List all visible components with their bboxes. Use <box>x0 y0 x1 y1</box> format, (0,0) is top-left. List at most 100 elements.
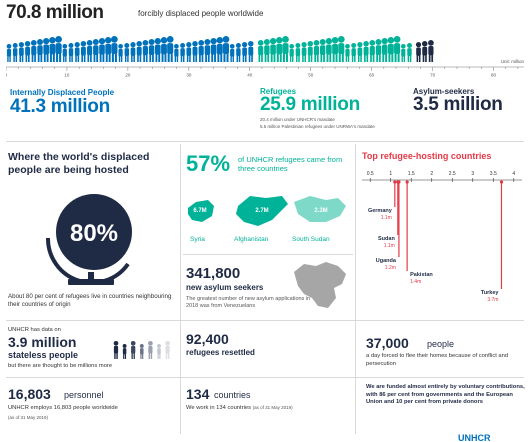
person-icon <box>192 41 198 62</box>
person-icon <box>235 43 241 62</box>
ruler-tick-label: 40 <box>247 73 253 78</box>
asylum-label: Asylum-seekers <box>413 87 475 96</box>
person-icon <box>289 44 295 62</box>
hosting-chart: 0.5 1 1.5 2 2.5 3 3.5 4Germany1.1mSudan1.1mUgan… <box>362 171 522 303</box>
person-icon <box>400 44 406 62</box>
person-icon <box>393 36 401 62</box>
stateless-person-icon <box>130 341 136 359</box>
person-icon <box>337 36 345 62</box>
person-icon <box>49 37 56 62</box>
countries-value: 134 <box>186 386 210 402</box>
person-icon <box>263 39 270 62</box>
chart-tick-label: 3.5 <box>490 171 497 177</box>
countries-description: We work in 134 countries (as of 31 May 2… <box>186 405 293 411</box>
person-icon <box>80 41 87 62</box>
chart-tick-label: 2.5 <box>449 171 456 177</box>
person-icon <box>111 36 118 62</box>
south-sudan-name: South Sudan <box>292 236 330 243</box>
personnel-value: 16,803 <box>8 386 51 402</box>
chart-category-label: Pakistan <box>410 272 433 278</box>
person-icon <box>37 39 43 62</box>
person-icon <box>98 38 106 62</box>
person-icon <box>166 36 174 62</box>
chart-tick-label: 1 <box>389 171 392 177</box>
afghanistan-map-icon <box>236 196 288 226</box>
stateless-person-icon <box>165 341 170 359</box>
person-icon <box>62 44 68 62</box>
south-sudan-map-icon <box>294 196 346 222</box>
resettled-value: 92,400 <box>186 331 229 347</box>
ruler-tick-label: 30 <box>186 73 192 78</box>
per-day-value: 37,000 <box>366 335 409 351</box>
countries-date: (as of 31 May 2019) <box>252 405 293 410</box>
hosted-description: About 80 per cent of refugees live in co… <box>8 293 172 308</box>
refugees-value: 25.9 million <box>260 94 360 115</box>
person-icon <box>180 43 186 62</box>
chart-tick-label: 3 <box>471 171 474 177</box>
venezuela-map-icon <box>294 262 346 308</box>
person-icon <box>242 42 248 62</box>
syria-map-icon <box>188 200 214 222</box>
hosted-percent: 80% <box>70 220 118 247</box>
idp-label: Internally Displaced People <box>10 88 115 97</box>
person-icon <box>428 40 434 62</box>
syria-name: Syria <box>190 236 205 243</box>
resettled-label: refugees resettled <box>186 348 255 357</box>
funding-text: We are funded almost entirely by volunta… <box>366 384 525 405</box>
personnel-word: personnel <box>64 390 104 400</box>
ruler-tick-label: 60 <box>369 73 375 78</box>
people-icon-strip <box>6 36 434 62</box>
person-icon <box>136 41 142 62</box>
person-icon <box>229 44 235 62</box>
afghanistan-name: Afghanistan <box>234 236 269 243</box>
stateless-person-icon <box>148 341 153 359</box>
ruler-tick-label: 50 <box>308 73 314 78</box>
globe-icon: 80% <box>45 194 132 285</box>
stateless-note: but there are thought to be millions mor… <box>8 363 113 369</box>
per-day-description: a day forced to flee their homes because… <box>366 353 509 367</box>
person-icon <box>248 41 254 62</box>
divider-mid <box>183 254 353 255</box>
person-icon <box>351 43 357 62</box>
person-icon <box>325 38 333 62</box>
stateless-person-icon <box>113 341 119 359</box>
chart-tick-label: 4 <box>512 171 515 177</box>
hosted-title: Where the world's displaced people are b… <box>8 151 150 176</box>
chart-value-label: 1.1m <box>381 215 392 221</box>
person-icon <box>313 40 320 62</box>
person-icon <box>104 37 112 62</box>
person-icon <box>74 42 80 62</box>
syria-value: 6.7M <box>193 208 206 214</box>
chart-tick-label: 1.5 <box>408 171 415 177</box>
divider-top <box>6 141 524 142</box>
person-icon <box>130 42 136 62</box>
person-icon <box>407 43 412 62</box>
idp-value: 41.3 million <box>10 96 110 117</box>
person-icon <box>269 38 277 62</box>
person-icon <box>92 39 99 62</box>
person-icon <box>24 41 31 62</box>
person-icon <box>86 40 93 62</box>
person-icon <box>345 44 350 62</box>
person-icon <box>375 39 382 62</box>
person-icon <box>282 36 289 62</box>
refugees-note-unrwa: 5.5 million Palestinian refugees under U… <box>260 124 375 129</box>
chart-bar-dot <box>499 180 504 184</box>
three-countries-percent: 57% <box>186 151 231 176</box>
person-icon <box>216 37 224 62</box>
chart-bar-dot <box>405 180 409 184</box>
person-icon <box>276 37 283 62</box>
person-icon <box>387 37 395 62</box>
person-icon <box>210 38 217 62</box>
stateless-person-icon <box>139 344 144 359</box>
chart-value-label: 1.4m <box>410 279 421 285</box>
chart-value-label: 3.7m <box>487 297 498 303</box>
person-icon <box>12 43 18 62</box>
person-icon <box>301 42 307 62</box>
person-icon <box>43 38 50 62</box>
chart-category-label: Sudan <box>378 236 395 242</box>
stateless-intro: UNHCR has data on <box>8 327 61 333</box>
chart-category-label: Germany <box>368 208 393 214</box>
person-icon <box>142 40 149 62</box>
person-icon <box>319 39 326 62</box>
